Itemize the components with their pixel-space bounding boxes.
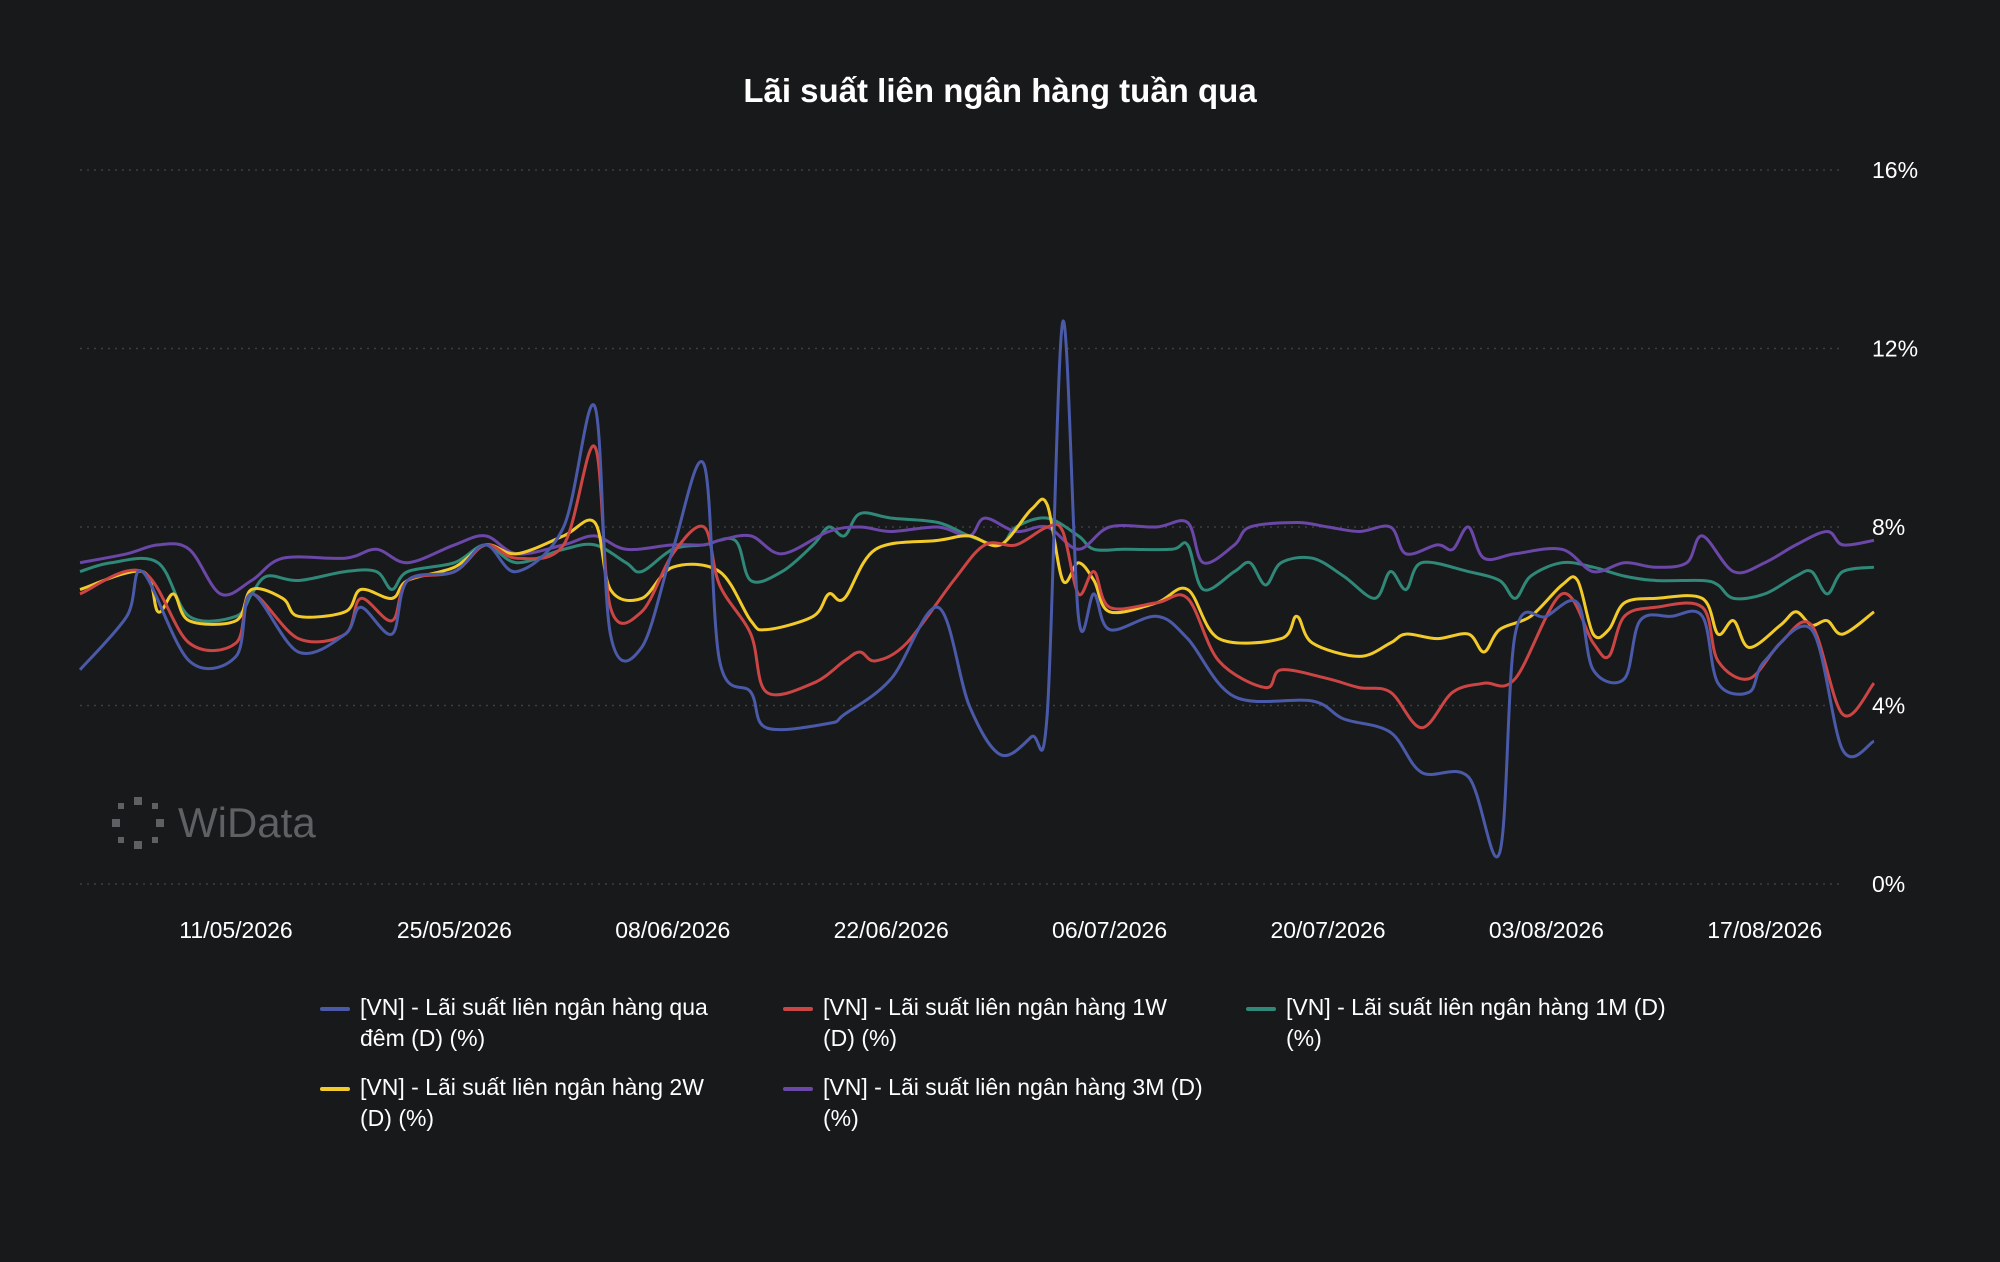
chart-title: Lãi suất liên ngân hàng tuần qua [743, 72, 1257, 109]
watermark-text: WiData [178, 799, 316, 846]
series-line-1 [79, 444, 1876, 730]
series-line-3 [79, 497, 1875, 658]
x-tick-label: 17/08/2026 [1707, 917, 1822, 943]
legend-item[interactable]: [VN] - Lãi suất liên ngân hàng 2W (D) (%… [320, 1072, 783, 1134]
series-line-0 [78, 319, 1875, 859]
legend-label: [VN] - Lãi suất liên ngân hàng qua đêm (… [360, 994, 708, 1051]
y-tick-label: 4% [1872, 693, 1905, 719]
x-tick-label: 08/06/2026 [615, 917, 730, 943]
x-tick-label: 25/05/2026 [397, 917, 512, 943]
legend-label: [VN] - Lãi suất liên ngân hàng 2W (D) (%… [360, 1074, 704, 1131]
x-tick-label: 03/08/2026 [1489, 917, 1604, 943]
legend-label: [VN] - Lãi suất liên ngân hàng 1M (D) (%… [1286, 994, 1666, 1051]
legend-swatch [320, 1087, 350, 1091]
widata-logo-icon [112, 797, 164, 849]
legend-label: [VN] - Lãi suất liên ngân hàng 3M (D) (%… [823, 1074, 1203, 1131]
watermark: WiData [110, 795, 316, 851]
x-tick-label: 20/07/2026 [1270, 917, 1385, 943]
grid-lines [80, 169, 1840, 885]
y-tick-label: 8% [1872, 514, 1905, 540]
legend-label: [VN] - Lãi suất liên ngân hàng 1W (D) (%… [823, 994, 1167, 1051]
legend-swatch [783, 1087, 813, 1091]
y-axis-ticks: 0% 4% 8% 12% 16% [1872, 157, 1918, 897]
legend-item[interactable]: [VN] - Lãi suất liên ngân hàng 3M (D) (%… [783, 1072, 1246, 1134]
legend-item[interactable]: [VN] - Lãi suất liên ngân hàng 1W (D) (%… [783, 992, 1246, 1054]
legend-swatch [783, 1007, 813, 1011]
legend-item[interactable]: [VN] - Lãi suất liên ngân hàng qua đêm (… [320, 992, 783, 1054]
x-tick-label: 06/07/2026 [1052, 917, 1167, 943]
y-tick-label: 16% [1872, 157, 1918, 183]
y-tick-label: 0% [1872, 871, 1905, 897]
legend-swatch [1246, 1007, 1276, 1011]
chart-legend: [VN] - Lãi suất liên ngân hàng qua đêm (… [320, 992, 1720, 1134]
y-tick-label: 12% [1872, 336, 1918, 362]
legend-swatch [320, 1007, 350, 1011]
series-lines [78, 319, 1876, 859]
legend-item[interactable]: [VN] - Lãi suất liên ngân hàng 1M (D) (%… [1246, 992, 1709, 1054]
x-axis-ticks: 11/05/2026 25/05/2026 08/06/2026 22/06/2026… [179, 917, 1822, 943]
series-line-2 [79, 511, 1875, 623]
x-tick-label: 11/05/2026 [179, 917, 292, 943]
series-line-4 [79, 516, 1875, 597]
x-tick-label: 22/06/2026 [834, 917, 949, 943]
